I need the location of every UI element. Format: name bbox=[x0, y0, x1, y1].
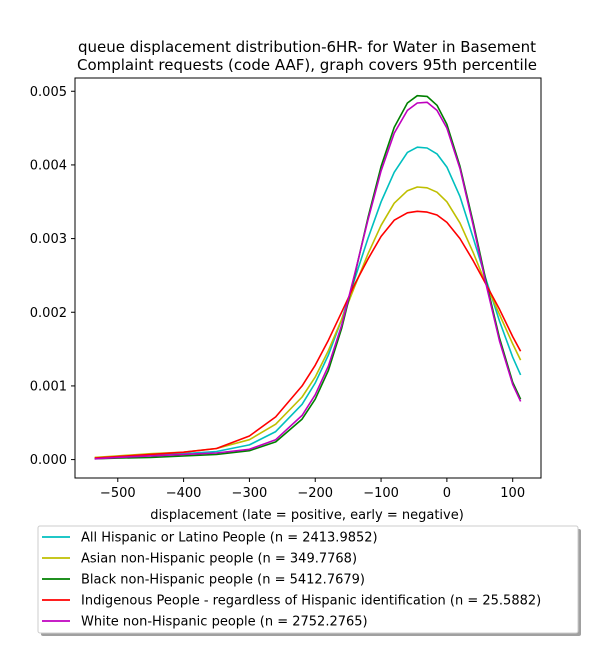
y-tick-label: 0.004 bbox=[30, 158, 67, 173]
legend-entry: White non-Hispanic people (n = 2752.2765… bbox=[81, 615, 368, 630]
y-tick-label: 0.001 bbox=[30, 379, 67, 394]
legend-entry: All Hispanic or Latino People (n = 2413.… bbox=[81, 531, 378, 546]
x-tick-label: −300 bbox=[232, 486, 268, 501]
chart-title-line-1: queue displacement distribution-6HR- for… bbox=[78, 38, 536, 56]
legend-entry: Indigenous People - regardless of Hispan… bbox=[81, 594, 541, 609]
series-line-3 bbox=[94, 210, 522, 459]
x-tick-label: −500 bbox=[100, 486, 136, 501]
plot-frame bbox=[74, 77, 542, 479]
chart-title-line-2: Complaint requests (code AAF), graph cov… bbox=[77, 56, 537, 74]
x-axis-label: displacement (late = positive, early = n… bbox=[150, 508, 464, 523]
legend-box bbox=[37, 525, 579, 634]
x-tick-label: −400 bbox=[166, 486, 202, 501]
x-tick-label: −200 bbox=[297, 486, 333, 501]
y-tick-label: 0.005 bbox=[30, 85, 67, 100]
series-line-2 bbox=[94, 94, 522, 460]
series-line-1 bbox=[94, 186, 522, 459]
x-tick-label: 0 bbox=[443, 486, 451, 501]
y-tick-label: 0.002 bbox=[30, 306, 67, 321]
series-line-4 bbox=[94, 101, 522, 460]
y-tick-label: 0.000 bbox=[30, 453, 67, 468]
plot-area: −500 −400 −300 −200 −100 0 100 0.000 0.001 0.002 0… bbox=[30, 77, 542, 501]
legend-entry: Asian non-Hispanic people (n = 349.7768) bbox=[81, 552, 357, 567]
y-tick-label: 0.003 bbox=[30, 232, 67, 247]
x-tick-label: 100 bbox=[500, 486, 525, 501]
series-line-0 bbox=[94, 146, 522, 459]
x-tick-label: −100 bbox=[363, 486, 399, 501]
legend: All Hispanic or Latino People (n = 2413.… bbox=[37, 525, 581, 636]
legend-entry: Black non-Hispanic people (n = 5412.7679… bbox=[81, 573, 365, 588]
